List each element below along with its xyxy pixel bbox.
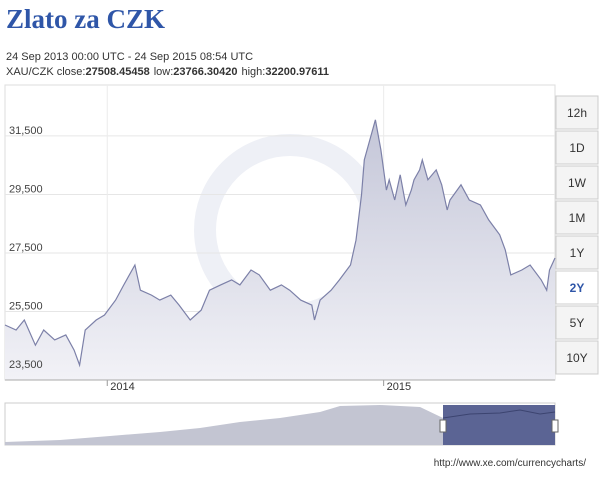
range-button[interactable] — [555, 270, 599, 305]
stats-label: XAU/CZK close: — [6, 66, 85, 78]
navigator-handle[interactable] — [439, 419, 447, 433]
stats-label: low: — [154, 66, 174, 78]
source-url: http://www.xe.com/currencycharts/ — [434, 458, 586, 469]
y-tick-label: 25,500 — [9, 301, 43, 313]
navigator-handle[interactable] — [551, 419, 559, 433]
range-button-label[interactable]: 1M — [569, 211, 586, 225]
range-button[interactable] — [555, 340, 599, 375]
range-button[interactable] — [555, 200, 599, 235]
range-button[interactable] — [555, 305, 599, 340]
y-tick-label: 23,500 — [9, 359, 43, 371]
range-button-label[interactable]: 12h — [567, 106, 587, 120]
stats-line: XAU/CZK close:27508.45458 low:23766.30420… — [6, 66, 329, 78]
stats-value: 27508.45458 — [85, 66, 149, 78]
chart-title: Zlato za CZK — [6, 4, 165, 34]
range-button-label[interactable]: 10Y — [566, 351, 587, 365]
stats-value: 23766.30420 — [173, 66, 237, 78]
navigator-selection[interactable] — [443, 405, 555, 445]
range-button-label[interactable]: 1Y — [570, 246, 585, 260]
range-button-label[interactable]: 1W — [568, 176, 587, 190]
y-tick-label: 31,500 — [9, 125, 43, 137]
area-fill — [5, 119, 555, 381]
y-tick-label: 29,500 — [9, 183, 43, 195]
line — [4, 119, 556, 368]
stats-value: 32200.97611 — [265, 66, 329, 78]
stats-label: high: — [242, 66, 266, 78]
navigator-area — [5, 405, 443, 445]
x-tick-label: 2014 — [110, 381, 134, 393]
chart-subtitle: 24 Sep 2013 00:00 UTC - 24 Sep 2015 08:5… — [6, 51, 253, 63]
range-button-label[interactable]: 1D — [569, 141, 585, 155]
y-tick-label: 27,500 — [9, 242, 43, 254]
navigator-line — [442, 409, 556, 419]
range-button-label[interactable]: 2Y — [570, 281, 585, 295]
range-button[interactable] — [555, 165, 599, 200]
range-button-label[interactable]: 5Y — [570, 316, 585, 330]
range-button[interactable] — [555, 235, 599, 270]
range-button[interactable] — [555, 130, 599, 165]
x-tick-label: 2015 — [387, 381, 411, 393]
range-button[interactable] — [555, 95, 599, 130]
